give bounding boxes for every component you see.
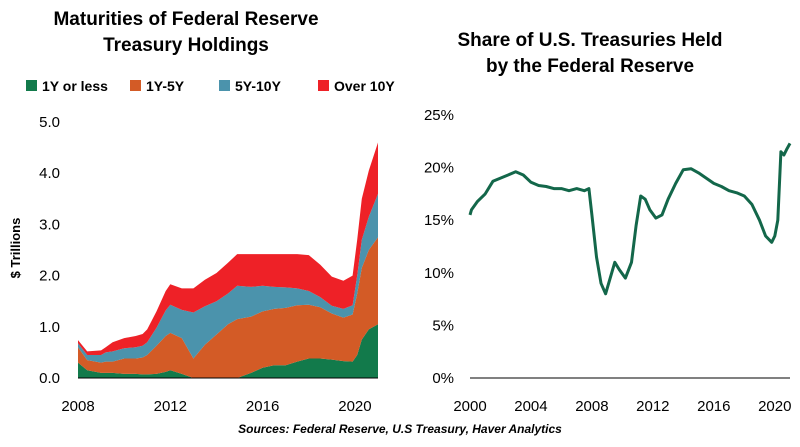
left-chart-legend: 1Y or less 1Y-5Y 5Y-10Y Over 10Y (26, 78, 395, 94)
left-chart-y-axis-label: $ Trillions (8, 218, 23, 279)
left-y-tick-label-5: 5.0 (39, 114, 60, 131)
fed-share-chart: Share of U.S. Treasuries Held by the Fed… (424, 30, 791, 415)
legend-label-2: 5Y-10Y (235, 78, 282, 94)
right-x-tick-label-4: 2016 (697, 398, 730, 415)
right-x-tick-label-2: 2008 (575, 398, 608, 415)
right-chart-line (468, 142, 792, 296)
right-y-tick-label-1: 5% (432, 317, 454, 334)
left-x-tick-label-0: 2008 (61, 398, 94, 415)
legend-label-1: 1Y-5Y (146, 78, 185, 94)
left-chart-title-line-1: Maturities of Federal Reserve (53, 9, 318, 30)
right-y-tick-label-3: 15% (424, 212, 454, 229)
legend-swatch-3 (318, 80, 329, 91)
right-y-tick-label-0: 0% (432, 370, 454, 387)
left-x-tick-label-1: 2012 (154, 398, 187, 415)
right-x-tick-label-1: 2004 (514, 398, 547, 415)
right-x-tick-label-3: 2012 (636, 398, 669, 415)
legend-label-3: Over 10Y (334, 78, 395, 94)
left-y-tick-label-2: 2.0 (39, 268, 60, 285)
area-series-1 (78, 237, 378, 378)
left-x-tick-label-3: 2020 (338, 398, 371, 415)
left-chart-stacked-areas (78, 142, 378, 378)
legend-label-0: 1Y or less (42, 78, 108, 94)
right-x-tick-label-5: 2020 (758, 398, 791, 415)
left-y-tick-label-3: 3.0 (39, 216, 60, 233)
left-x-tick-label-2: 2016 (246, 398, 279, 415)
right-y-tick-label-4: 20% (424, 160, 454, 177)
legend-swatch-1 (130, 80, 141, 91)
right-chart-title-line-1: Share of U.S. Treasuries Held (457, 30, 722, 51)
left-chart-axes: 2008 2012 2016 2020 0.0 1.0 2.0 3.0 4.0 5.0 (39, 114, 378, 415)
right-y-tick-label-2: 10% (424, 265, 454, 282)
right-y-tick-label-5: 25% (424, 107, 454, 124)
line-series-0 (468, 142, 792, 296)
area-series-0 (78, 324, 378, 378)
right-x-tick-label-0: 2000 (453, 398, 486, 415)
left-y-tick-label-0: 0.0 (39, 370, 60, 387)
right-chart-title-line-2: by the Federal Reserve (486, 56, 694, 77)
left-y-tick-label-4: 4.0 (39, 165, 60, 182)
legend-swatch-0 (26, 80, 37, 91)
legend-swatch-2 (219, 80, 230, 91)
left-chart-title-line-2: Treasury Holdings (103, 35, 269, 56)
maturities-chart: Maturities of Federal Reserve Treasury H… (8, 9, 395, 415)
left-y-tick-label-1: 1.0 (39, 319, 60, 336)
right-chart-axes: 2000 2004 2008 2012 2016 2020 0% 5% 10% 15% 20% 25% (424, 107, 791, 415)
source-note: Sources: Federal Reserve, U.S Treasury, … (238, 422, 562, 436)
